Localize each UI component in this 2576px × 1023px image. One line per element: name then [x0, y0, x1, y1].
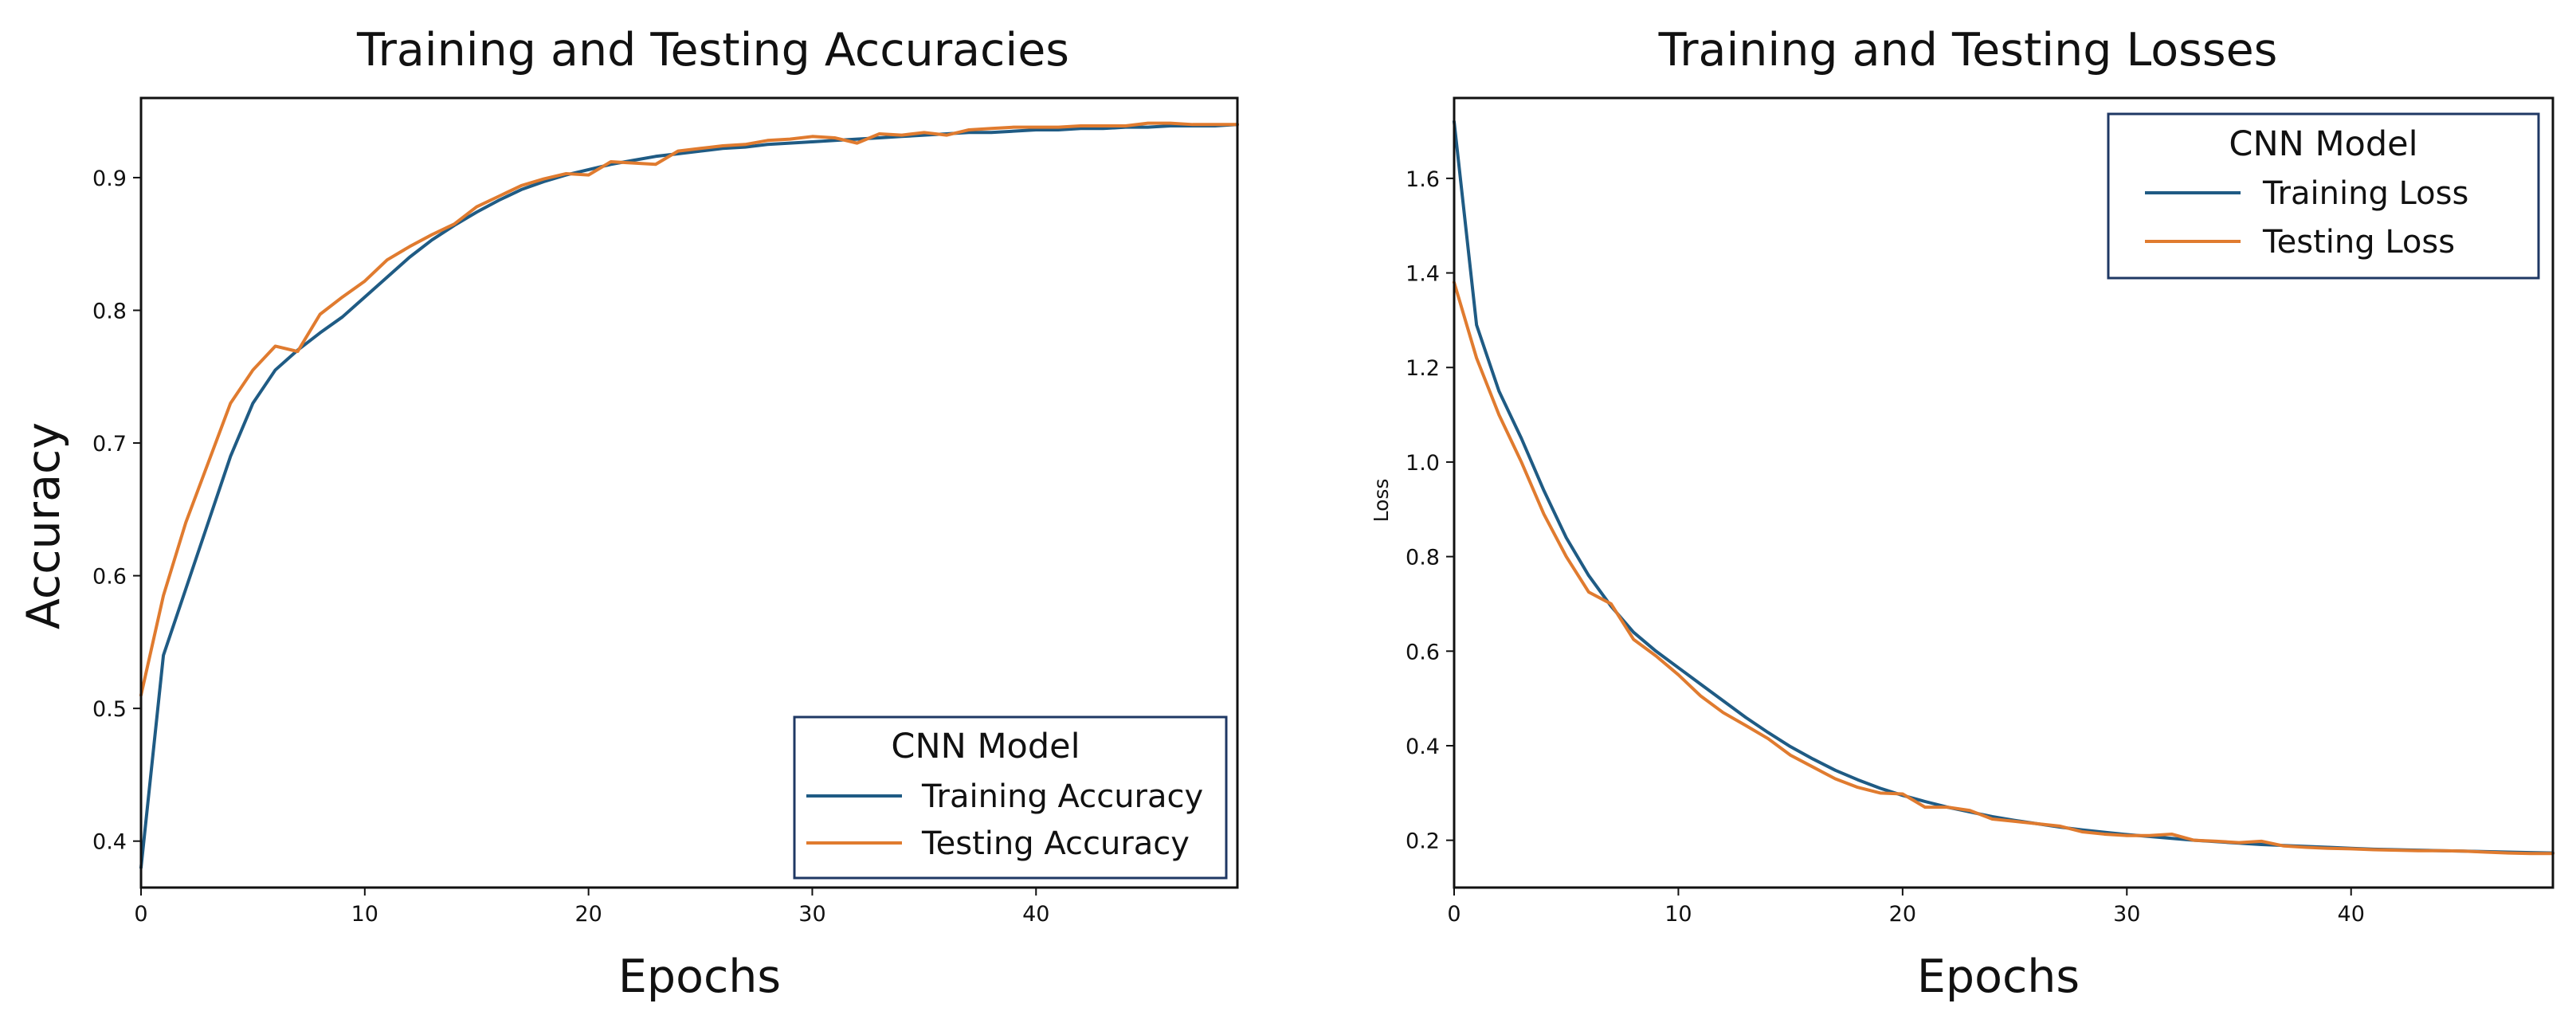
accuracy-chart-title: Training and Testing Accuracies — [356, 24, 1069, 76]
accuracy-x-tick-label: 30 — [798, 902, 825, 927]
accuracy-series-training-line — [139, 123, 1239, 870]
accuracy-chart: Training and Testing Accuracies Accuracy… — [18, 24, 1239, 1003]
accuracy-x-tick-label: 20 — [574, 902, 602, 927]
accuracy-y-axis-label: Accuracy — [18, 422, 70, 629]
accuracy-plot-frame — [139, 96, 1239, 889]
loss-y-tick-label: 0.8 — [1406, 546, 1440, 570]
accuracy-axis-ticks: 0 10 20 30 40 0.4 0.5 0.6 0.7 0.8 0.9 — [92, 167, 1049, 927]
loss-x-axis-label: Epochs — [1917, 950, 2080, 1003]
accuracy-series — [139, 121, 1239, 870]
loss-y-tick-label: 1.6 — [1406, 167, 1440, 192]
loss-legend-title: CNN Model — [2229, 124, 2417, 164]
accuracy-legend-title: CNN Model — [891, 727, 1080, 766]
loss-y-tick-label: 0.4 — [1406, 735, 1440, 759]
loss-y-tick-label: 0.2 — [1406, 829, 1440, 854]
loss-x-tick-label: 0 — [1447, 902, 1461, 927]
accuracy-y-tick-label: 0.6 — [92, 565, 127, 590]
loss-chart: Training and Testing Losses Loss Epochs … — [1370, 24, 2554, 1003]
loss-legend-box — [2107, 112, 2540, 280]
accuracy-x-tick-label: 40 — [1022, 902, 1049, 927]
accuracy-y-tick-label: 0.5 — [92, 697, 127, 722]
loss-x-tick-label: 20 — [1889, 902, 1916, 927]
legend-label-training-loss: Training Loss — [2262, 175, 2468, 212]
loss-legend: CNN Model Training Loss Testing Loss — [2107, 112, 2540, 280]
loss-y-tick-label: 0.6 — [1406, 640, 1440, 664]
loss-x-tick-label: 40 — [2338, 902, 2365, 927]
loss-y-axis-label: Loss — [1370, 479, 1393, 523]
loss-chart-title: Training and Testing Losses — [1658, 24, 2278, 76]
accuracy-legend: CNN Model Training Accuracy Testing Accu… — [793, 715, 1228, 880]
loss-y-tick-label: 1.2 — [1406, 356, 1440, 381]
loss-axis-ticks: 0 10 20 30 40 0.2 0.4 0.6 0.8 1.0 1.2 1.4 1.6 — [1406, 167, 2365, 927]
accuracy-x-axis-label: Epochs — [618, 950, 781, 1003]
legend-label-training-accuracy: Training Accuracy — [921, 778, 1203, 815]
accuracy-y-tick-label: 0.8 — [92, 299, 127, 323]
loss-series — [1453, 120, 2554, 856]
accuracy-y-tick-label: 0.9 — [92, 167, 127, 191]
loss-x-tick-label: 30 — [2113, 902, 2140, 927]
accuracy-y-tick-label: 0.7 — [92, 432, 127, 457]
legend-label-testing-accuracy: Testing Accuracy — [921, 825, 1190, 862]
loss-x-tick-label: 10 — [1664, 902, 1692, 927]
accuracy-x-tick-label: 10 — [351, 902, 378, 927]
accuracy-series-testing-line — [139, 121, 1239, 697]
loss-y-tick-label: 1.4 — [1406, 262, 1440, 287]
accuracy-x-tick-label: 0 — [134, 902, 147, 927]
loss-y-tick-label: 1.0 — [1406, 451, 1440, 476]
accuracy-y-tick-label: 0.4 — [92, 830, 127, 855]
loss-plot-frame — [1453, 96, 2554, 889]
legend-label-testing-loss: Testing Loss — [2262, 224, 2455, 261]
loss-series-testing-line — [1453, 280, 2554, 856]
